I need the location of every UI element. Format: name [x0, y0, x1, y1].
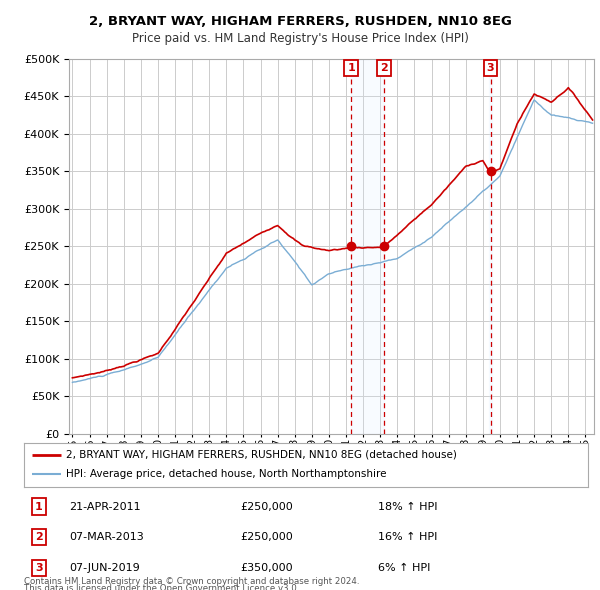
- Text: £250,000: £250,000: [240, 502, 293, 512]
- Text: 16% ↑ HPI: 16% ↑ HPI: [378, 532, 437, 542]
- Text: 1: 1: [347, 63, 355, 73]
- Text: 18% ↑ HPI: 18% ↑ HPI: [378, 502, 437, 512]
- Text: This data is licensed under the Open Government Licence v3.0.: This data is licensed under the Open Gov…: [24, 584, 299, 590]
- Text: 1: 1: [35, 502, 43, 512]
- Text: 21-APR-2011: 21-APR-2011: [69, 502, 140, 512]
- Text: 3: 3: [35, 563, 43, 573]
- Bar: [489, 59, 492, 434]
- Text: Price paid vs. HM Land Registry's House Price Index (HPI): Price paid vs. HM Land Registry's House …: [131, 32, 469, 45]
- Text: 3: 3: [487, 63, 494, 73]
- Text: 2: 2: [380, 63, 388, 73]
- Text: HPI: Average price, detached house, North Northamptonshire: HPI: Average price, detached house, Nort…: [66, 470, 387, 479]
- Text: 2, BRYANT WAY, HIGHAM FERRERS, RUSHDEN, NN10 8EG (detached house): 2, BRYANT WAY, HIGHAM FERRERS, RUSHDEN, …: [66, 450, 457, 460]
- Text: 6% ↑ HPI: 6% ↑ HPI: [378, 563, 430, 573]
- Text: Contains HM Land Registry data © Crown copyright and database right 2024.: Contains HM Land Registry data © Crown c…: [24, 577, 359, 586]
- Text: £350,000: £350,000: [240, 563, 293, 573]
- Text: 07-MAR-2013: 07-MAR-2013: [69, 532, 144, 542]
- Text: 2, BRYANT WAY, HIGHAM FERRERS, RUSHDEN, NN10 8EG: 2, BRYANT WAY, HIGHAM FERRERS, RUSHDEN, …: [89, 15, 511, 28]
- Text: 2: 2: [35, 532, 43, 542]
- Text: 07-JUN-2019: 07-JUN-2019: [69, 563, 140, 573]
- Text: £250,000: £250,000: [240, 532, 293, 542]
- Bar: [351, 59, 383, 434]
